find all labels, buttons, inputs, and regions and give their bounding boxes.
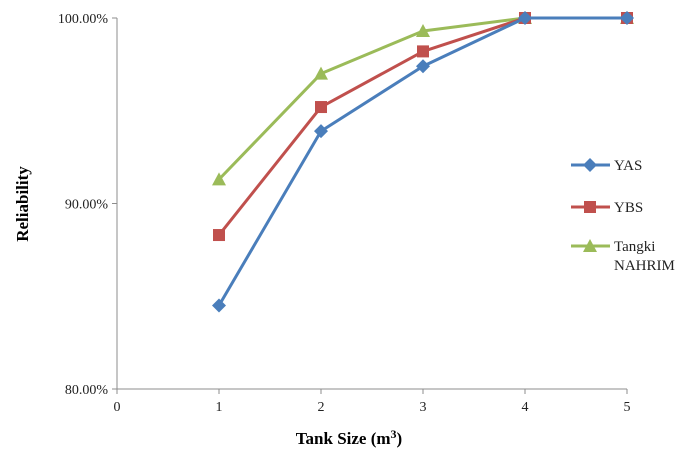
y-tick-label: 90.00% — [65, 198, 109, 213]
legend-marker — [583, 158, 597, 172]
y-tick-label: 80.00% — [65, 383, 109, 398]
data-point — [315, 101, 327, 114]
data-point — [314, 124, 328, 139]
series-line — [217, 16, 627, 181]
x-tick-label: 3 — [420, 400, 427, 415]
data-point — [518, 11, 532, 25]
y-axis-title: Reliability — [13, 166, 32, 242]
data-point — [416, 23, 430, 37]
legend-label: Tangki NAHRIM — [614, 239, 675, 274]
series-triangle — [212, 11, 634, 186]
axes — [116, 18, 627, 390]
x-ticks: 0 1 2 3 4 5 — [114, 389, 631, 415]
legend-marker — [584, 201, 596, 213]
data-point — [416, 59, 430, 74]
legend-label: YAS — [614, 158, 642, 174]
legend-label: YBS — [614, 200, 643, 216]
legend-entry: YBS — [571, 200, 643, 216]
legend-entry: YAS — [571, 158, 642, 174]
data-point — [213, 229, 225, 242]
series-group — [212, 11, 634, 313]
data-point — [417, 45, 429, 58]
data-point — [314, 66, 328, 80]
data-point — [620, 11, 634, 25]
data-point — [212, 298, 226, 313]
legend-entry: Tangki NAHRIM — [571, 239, 675, 274]
legend-marker — [583, 239, 597, 252]
legend: YAS YBS Tangki NAHRIM — [571, 158, 675, 274]
x-tick-label: 2 — [318, 400, 325, 415]
x-tick-label: 1 — [216, 400, 223, 415]
x-axis-title: Tank Size (m3) — [296, 427, 402, 448]
y-tick-label: 100.00% — [58, 12, 109, 27]
x-tick-label: 5 — [624, 400, 631, 415]
x-tick-label: 0 — [114, 400, 121, 415]
y-ticks: 80.00% 90.00% 100.00% — [58, 12, 117, 398]
series-diamond — [212, 11, 634, 313]
x-tick-label: 4 — [522, 400, 529, 415]
data-point — [212, 172, 226, 186]
